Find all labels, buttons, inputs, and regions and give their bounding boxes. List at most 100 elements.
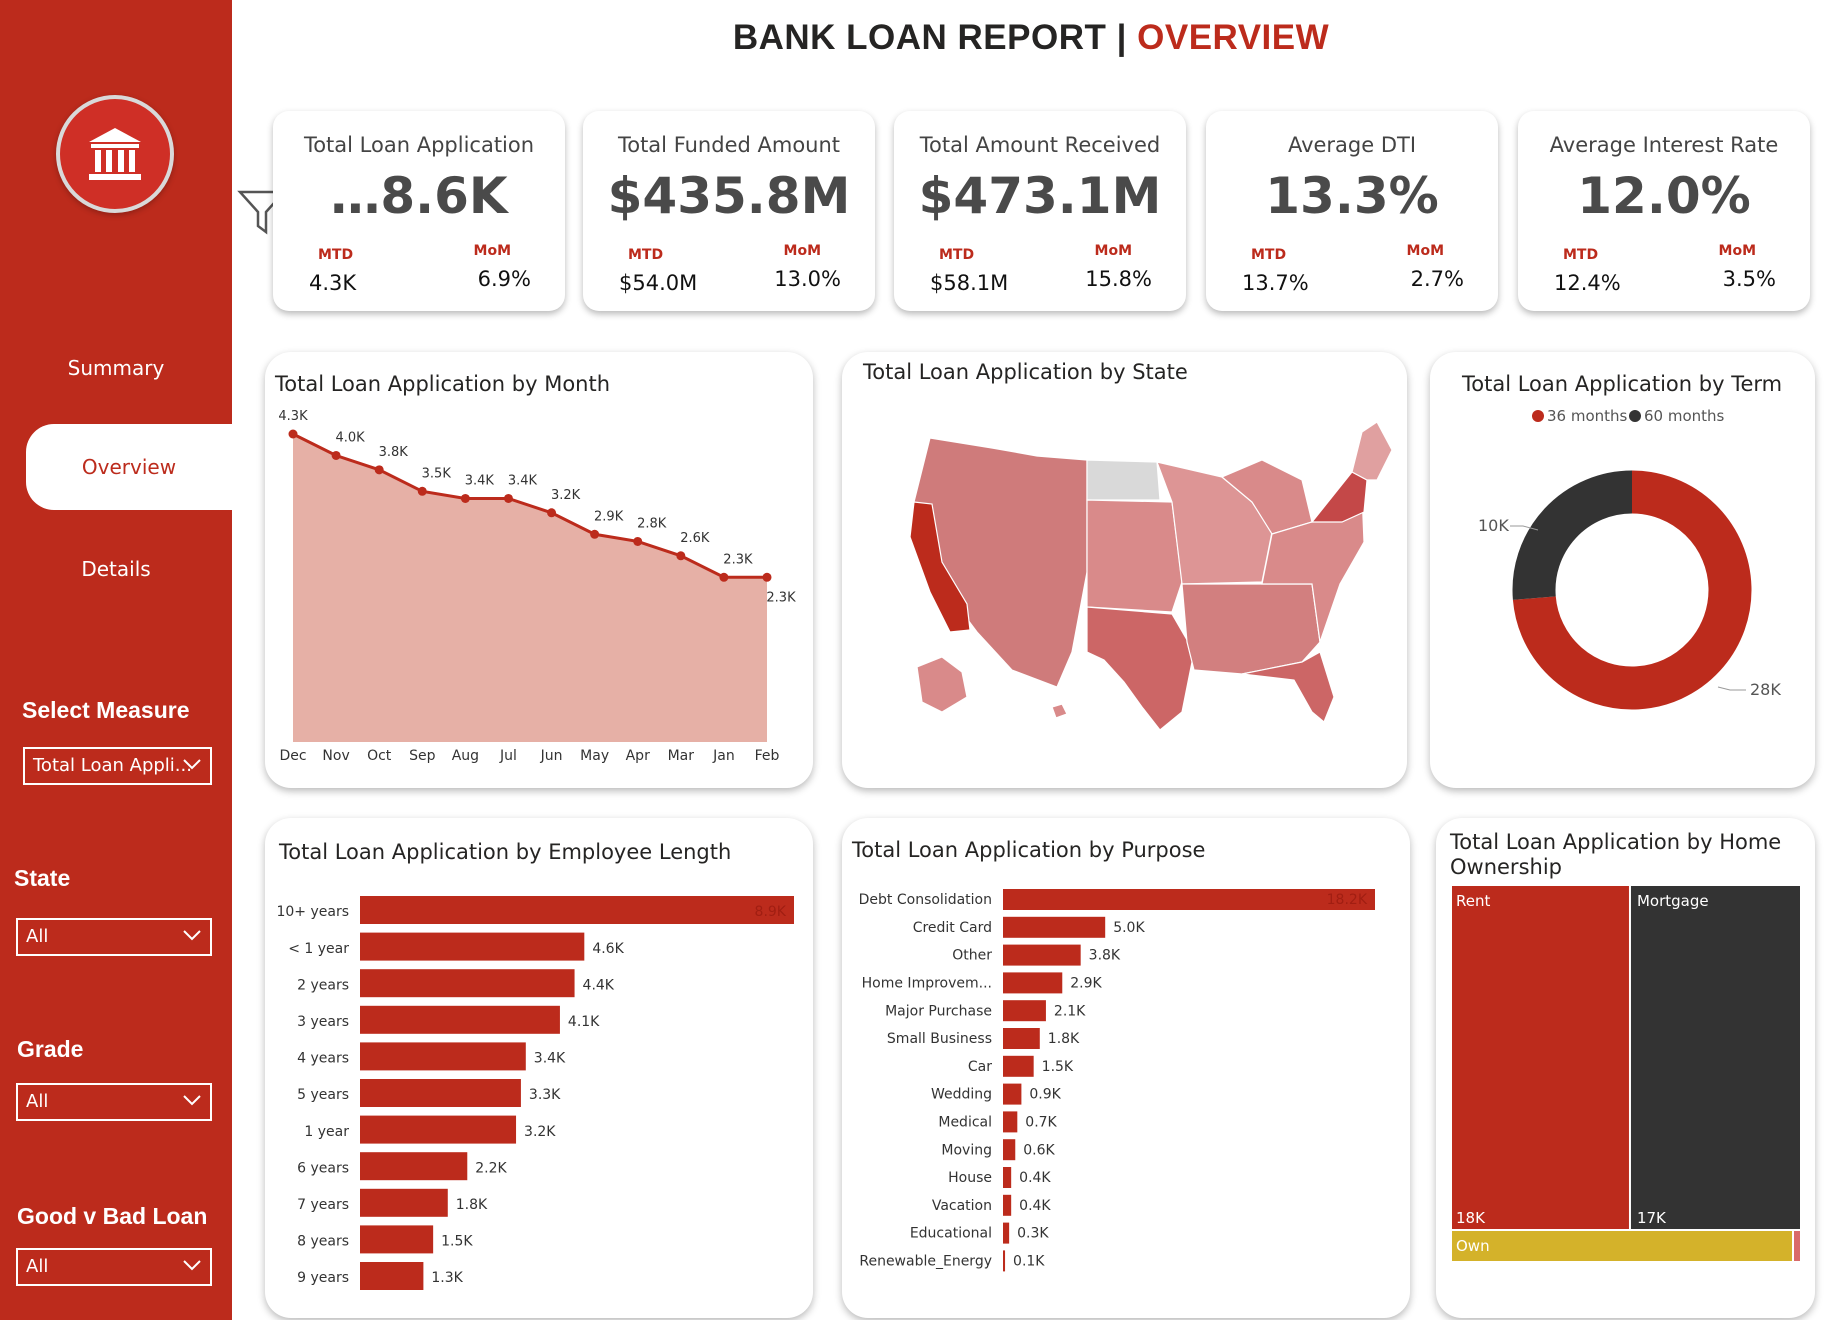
good-bad-loan-label: Good v Bad Loan [17,1203,208,1229]
emp-category-label: < 1 year [288,941,349,957]
emp-category-label: 9 years [297,1270,349,1286]
purpose-category-label: Wedding [931,1087,992,1103]
purpose-panel: Total Loan Application by Purpose Debt C… [842,818,1410,1318]
kpi-card: Total Funded Amount $435.8M MTD $54.0M M… [583,111,875,311]
month-tick-label: Feb [755,748,780,764]
good-bad-loan-dropdown[interactable]: All [16,1248,212,1286]
kpi-card: Average DTI 13.3% MTD 13.7% MoM 2.7% [1206,111,1498,311]
nav-overview[interactable]: Overview [26,424,232,510]
emp-data-label: 3.2K [524,1124,556,1140]
home-ownership-panel-title: Total Loan Application by Home Ownership [1450,830,1782,879]
month-area-chart[interactable]: 4.3K Dec 4.0K Nov 3.8K Oct 3.5K Sep 3.4K Aug 3.4K J… [265,352,813,788]
map-region-new-york [1310,471,1368,523]
purpose-data-label: 3.8K [1089,948,1121,964]
measure-dropdown[interactable]: Total Loan Appli... [23,747,212,785]
bank-logo [56,95,174,213]
employee-length-panel-title: Total Loan Application by Employee Lengt… [279,840,732,864]
purpose-category-label: Moving [941,1142,992,1158]
month-line [292,432,767,579]
treemap-tile-mortgage [1630,886,1800,1229]
purpose-data-label: 1.8K [1048,1031,1080,1047]
state-panel-title: Total Loan Application by State [863,360,1188,384]
month-tick-label: Dec [279,748,306,764]
month-point [331,450,341,460]
kpi-mom-value: 2.7% [1410,267,1464,291]
month-point [288,429,298,439]
us-state-map[interactable] [842,352,1407,788]
state-dropdown[interactable]: All [16,918,212,956]
nav-details[interactable]: Details [81,557,151,581]
term-leader-line [1717,686,1746,691]
map-region-north-dakota [1086,459,1161,501]
kpi-mtd-value: 13.7% [1242,271,1309,295]
kpi-mom-label: MoM [1094,243,1132,259]
map-region-hawaii [1051,703,1068,719]
kpi-mom-value: 6.9% [477,267,531,291]
purpose-category-label: Debt Consolidation [859,892,992,908]
month-data-label: 2.8K [637,516,667,531]
purpose-bar [1003,1250,1006,1272]
emp-category-label: 7 years [297,1197,349,1213]
purpose-data-label: 0.4K [1019,1170,1051,1186]
emp-data-label: 8.9K [755,904,787,920]
purpose-category-label: Major Purchase [885,1003,992,1019]
term-legend-label: 36 months [1547,407,1628,425]
grade-dropdown[interactable]: All [16,1083,212,1121]
purpose-bar-chart[interactable]: Debt Consolidation 18.2K Credit Card 5.0K Ot… [842,818,1410,1318]
chevron-down-icon [183,759,201,770]
treemap-label: Mortgage [1637,892,1709,910]
purpose-data-label: 0.6K [1023,1142,1055,1158]
month-data-label: 3.4K [508,473,538,488]
kpi-value: 13.3% [1265,167,1439,225]
purpose-data-label: 0.9K [1029,1087,1061,1103]
purpose-bar [1003,1000,1046,1022]
kpi-title: Average DTI [1287,133,1417,157]
month-tick-label: May [580,748,609,764]
purpose-bar [1003,944,1081,966]
kpi-mtd-label: MTD [939,247,975,263]
month-point [374,465,384,475]
sidebar: Summary Overview Details Select Measure … [0,0,232,1320]
state-label: State [14,865,71,891]
month-tick-label: Oct [367,748,392,764]
home-ownership-treemap[interactable]: Rent Mortgage Own 18K 17K [1436,818,1815,1318]
emp-bar [360,1079,521,1107]
month-data-label: 3.5K [422,466,452,481]
purpose-bar [1003,1167,1012,1188]
bank-icon [89,128,141,180]
month-tick-label: Nov [322,748,349,764]
purpose-bar [1003,972,1063,994]
report-title-accent: OVERVIEW [1137,18,1330,57]
purpose-category-label: Other [952,948,992,964]
month-data-label: 3.8K [379,445,409,460]
nav-summary[interactable]: Summary [67,356,165,380]
kpi-value: $435.8M [607,167,851,225]
month-point [590,529,600,539]
emp-data-label: 1.3K [431,1270,463,1286]
month-data-label: 2.3K [723,552,753,567]
month-data-label: 2.6K [680,531,710,546]
kpi-mom-value: 3.5% [1722,267,1776,291]
purpose-bar [1003,1139,1016,1161]
kpi-card: Total Amount Received $473.1M MTD $58.1M… [894,111,1186,311]
emp-category-label: 5 years [297,1087,349,1103]
employee-length-panel: Total Loan Application by Employee Lengt… [265,818,813,1318]
month-tick-label: Jul [499,748,517,764]
term-legend-marker [1629,410,1641,422]
employee-length-bar-chart[interactable]: 10+ years 8.9K < 1 year 4.6K 2 years 4.4K 3 ye… [265,818,813,1318]
emp-bar [360,1225,434,1254]
month-panel: Total Loan Application by Month 4.3K Dec 4… [265,352,813,788]
kpi-mom-label: MoM [473,243,511,259]
emp-category-label: 6 years [297,1160,349,1176]
emp-category-label: 2 years [297,977,349,993]
month-point [547,508,557,518]
month-point [460,493,470,503]
purpose-bar [1003,1083,1022,1105]
kpi-mtd-label: MTD [628,247,664,263]
chevron-down-icon [183,1095,201,1106]
home-ownership-panel: Total Loan Application by Home Ownership… [1436,818,1815,1318]
emp-category-label: 8 years [297,1234,349,1250]
term-donut-chart[interactable]: 36 months 60 months 28K 10K [1430,352,1815,788]
term-data-label: 28K [1750,680,1781,699]
emp-category-label: 4 years [297,1051,349,1067]
